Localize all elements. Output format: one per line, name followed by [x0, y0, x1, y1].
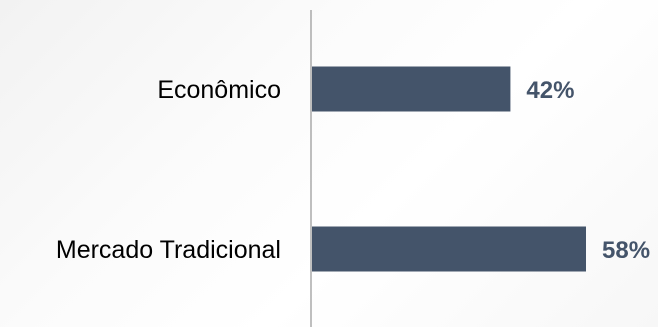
value-label: 42%: [526, 77, 574, 104]
value-label: 58%: [602, 237, 650, 264]
bar-mercado-tradicional: [312, 226, 586, 272]
bar-economico: [312, 66, 511, 112]
category-label: Econômico: [157, 76, 281, 104]
category-label: Mercado Tradicional: [56, 236, 281, 264]
